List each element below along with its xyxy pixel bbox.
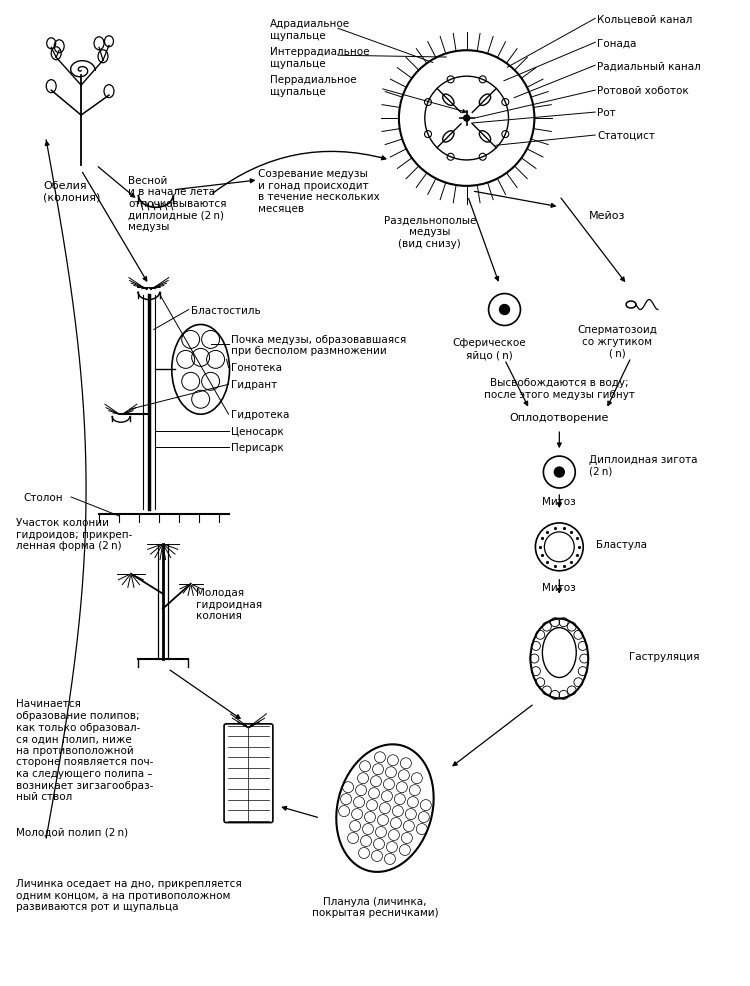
- Text: Гидрант: Гидрант: [230, 380, 277, 389]
- Circle shape: [554, 467, 564, 477]
- Text: Ценосарк: Ценосарк: [230, 427, 284, 437]
- Text: Раздельнополые
медузы
(вид снизу): Раздельнополые медузы (вид снизу): [383, 216, 476, 248]
- Text: Статоцист: Статоцист: [597, 131, 655, 141]
- Text: Молодая
гидроидная
колония: Молодая гидроидная колония: [196, 588, 262, 620]
- Text: Сперматозоид
со жгутиком
( n): Сперматозоид со жгутиком ( n): [578, 325, 657, 358]
- Text: Личинка оседает на дно, прикрепляется
одним концом, а на противоположном
развива: Личинка оседает на дно, прикрепляется од…: [16, 878, 242, 911]
- Text: Мейоз: Мейоз: [589, 211, 626, 221]
- Text: Бластула: Бластула: [596, 539, 647, 549]
- Circle shape: [500, 306, 509, 316]
- Text: Столон: Столон: [23, 492, 63, 503]
- Text: Созревание медузы
и гонад происходит
в течение нескольких
месяцев: Созревание медузы и гонад происходит в т…: [259, 169, 380, 214]
- Text: Почка медузы, образовавшаяся
при бесполом размножении: Почка медузы, образовавшаяся при бесполо…: [230, 334, 406, 356]
- Text: Перрадиальное
щупальце: Перрадиальное щупальце: [271, 75, 357, 97]
- Text: Планула (личинка,
покрытая ресничками): Планула (личинка, покрытая ресничками): [312, 896, 438, 918]
- Text: Высвобождаются в воду;
после этого медузы гибнут: Высвобождаются в воду; после этого медуз…: [484, 378, 634, 399]
- Text: Кольцевой канал: Кольцевой канал: [597, 15, 692, 25]
- Text: Митоз: Митоз: [542, 582, 576, 593]
- Text: Митоз: Митоз: [542, 497, 576, 507]
- Text: Ротовой хоботок: Ротовой хоботок: [597, 86, 689, 96]
- Circle shape: [464, 116, 470, 122]
- Text: Рот: Рот: [597, 107, 616, 118]
- Text: Участок колонии
гидроидов; прикреп-
ленная форма (2 n): Участок колонии гидроидов; прикреп- ленн…: [16, 518, 133, 550]
- Text: Гонотека: Гонотека: [230, 363, 281, 373]
- Text: Весной
и в начале лета
отпочковываются
диплоидные (2 n)
медузы: Весной и в начале лета отпочковываются д…: [128, 176, 226, 232]
- Text: Интеррадиальное
щупальце: Интеррадиальное щупальце: [271, 47, 370, 69]
- Text: Молодой полип (2 n): Молодой полип (2 n): [16, 826, 128, 836]
- Text: Адрадиальное
щупальце: Адрадиальное щупальце: [271, 20, 350, 40]
- Text: Гонада: Гонада: [597, 38, 637, 48]
- Text: Перисарк: Перисарк: [230, 443, 284, 453]
- Text: Гаструляция: Гаструляция: [629, 651, 700, 661]
- Text: Начинается
образование полипов;
как только образовал-
ся один полип, ниже
на про: Начинается образование полипов; как толь…: [16, 699, 154, 802]
- Text: Оплодотворение: Оплодотворение: [510, 413, 609, 423]
- Text: Диплоидная зигота
(2 n): Диплоидная зигота (2 n): [590, 455, 698, 476]
- Text: Сферическое
яйцо ( n): Сферическое яйцо ( n): [453, 338, 526, 360]
- Text: Обелия
(колония): Обелия (колония): [44, 180, 100, 202]
- Text: Радиальный канал: Радиальный канал: [597, 61, 701, 71]
- Text: Бластостиль: Бластостиль: [190, 306, 260, 316]
- Text: Гидротека: Гидротека: [230, 410, 289, 420]
